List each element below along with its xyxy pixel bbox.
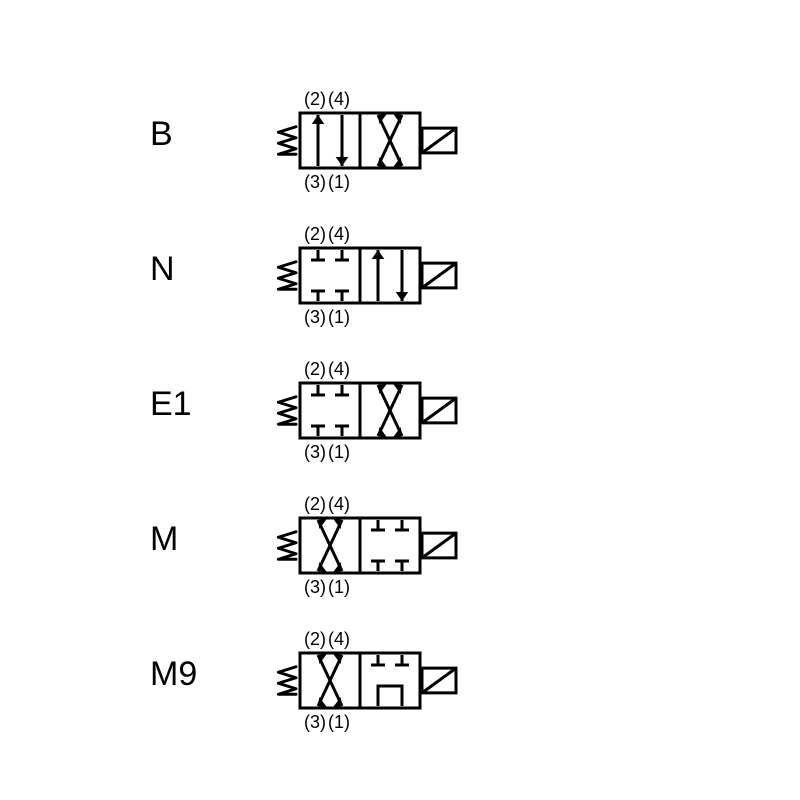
valve-symbol-m9: (2)(4) (3)(1) xyxy=(250,625,510,735)
valve-label: B xyxy=(150,115,173,154)
port-label: (3) xyxy=(304,172,326,192)
valve-diagram: (2)(4) (3)(1) xyxy=(250,85,510,200)
valve-label: E1 xyxy=(150,385,192,424)
port-label: (1) xyxy=(328,307,350,327)
port-label: (2) xyxy=(304,224,326,244)
valve-symbol-m: (2)(4) (3)(1) xyxy=(250,490,510,600)
port-label: (4) xyxy=(328,89,350,109)
valve-symbol-table: B(2)(4)(3)(1)N(2)(4)(3)(1)E1(2)(4)(3)(1)… xyxy=(0,0,800,800)
port-label: (4) xyxy=(328,359,350,379)
valve-symbol-e1: (2)(4) (3)(1) xyxy=(250,355,510,465)
port-label: (2) xyxy=(304,494,326,514)
valve-symbol-b: (2)(4) (3)(1) xyxy=(250,85,510,195)
valve-diagram: (2)(4) (3)(1) xyxy=(250,355,510,470)
port-label: (2) xyxy=(304,629,326,649)
valve-diagram: (2)(4) (3)(1) xyxy=(250,220,510,335)
port-label: (1) xyxy=(328,442,350,462)
valve-diagram: (2)(4) (3)(1) xyxy=(250,625,510,740)
port-label: (3) xyxy=(304,307,326,327)
port-label: (4) xyxy=(328,224,350,244)
port-label: (1) xyxy=(328,172,350,192)
valve-label: M xyxy=(150,520,178,559)
port-label: (4) xyxy=(328,494,350,514)
port-label: (2) xyxy=(304,89,326,109)
port-label: (1) xyxy=(328,577,350,597)
port-label: (3) xyxy=(304,442,326,462)
valve-label: M9 xyxy=(150,655,197,694)
valve-diagram: (2)(4) (3)(1) xyxy=(250,490,510,605)
port-label: (2) xyxy=(304,359,326,379)
valve-label: N xyxy=(150,250,175,289)
port-label: (4) xyxy=(328,629,350,649)
port-label: (1) xyxy=(328,712,350,732)
valve-symbol-n: (2)(4) (3)(1) xyxy=(250,220,510,330)
port-label: (3) xyxy=(304,577,326,597)
port-label: (3) xyxy=(304,712,326,732)
